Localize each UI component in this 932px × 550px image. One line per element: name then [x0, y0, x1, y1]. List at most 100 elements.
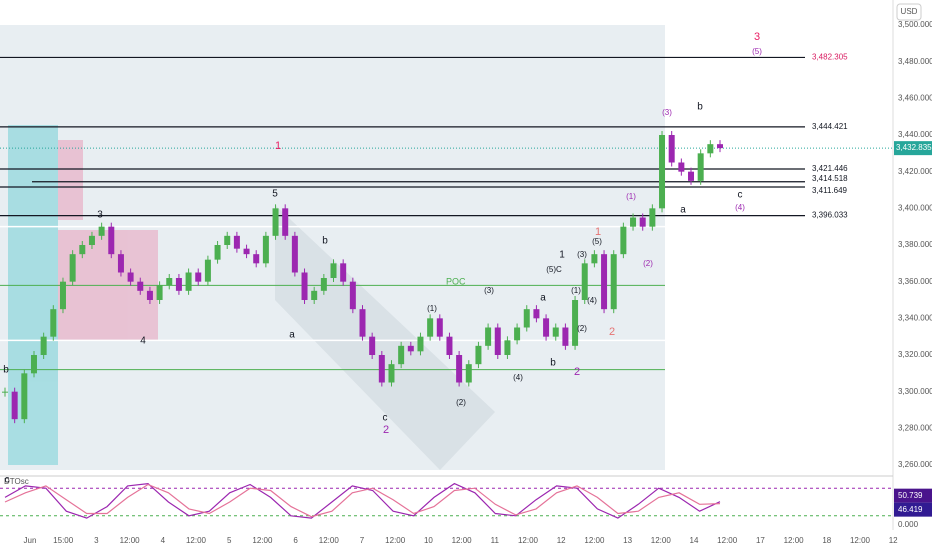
x-tick-label: 18 — [822, 536, 831, 545]
wave-label: (4) — [735, 203, 745, 212]
candle — [630, 217, 637, 227]
profile-bar — [58, 140, 83, 220]
wave-label: 5 — [272, 189, 278, 200]
x-tick-label: 12:00 — [385, 536, 406, 545]
candle — [291, 235, 298, 273]
candle — [30, 355, 37, 374]
x-tick-label: 12:00 — [319, 536, 340, 545]
wave-label: (1) — [427, 304, 437, 313]
currency-box[interactable] — [896, 3, 922, 21]
candle — [195, 272, 202, 282]
x-tick-label: 12:00 — [717, 536, 738, 545]
wave-label: 3 — [754, 31, 760, 43]
wave-label: (4) — [513, 373, 523, 382]
candle — [2, 391, 8, 393]
candle — [98, 226, 105, 236]
candle — [668, 135, 675, 163]
wave-label: 2 — [609, 326, 615, 338]
wave-label: (2) — [456, 398, 466, 407]
level-label: 3,411.649 — [812, 186, 848, 195]
candle — [79, 245, 86, 255]
level-label: 3,421.446 — [812, 164, 848, 173]
candle — [166, 278, 173, 286]
candle — [398, 345, 405, 365]
wave-label: (4) — [587, 296, 597, 305]
x-tick-label: 12:00 — [651, 536, 672, 545]
wave-label: 2 — [574, 366, 580, 378]
candle — [243, 248, 250, 255]
x-tick-label: 10 — [424, 536, 433, 545]
x-tick-label: 12 — [557, 536, 566, 545]
candle — [610, 254, 617, 310]
candle — [40, 336, 47, 355]
candle — [388, 364, 395, 383]
last-price-label: 3,432.835 — [896, 143, 932, 152]
candle — [494, 327, 501, 355]
x-tick-label: 12:00 — [850, 536, 871, 545]
level-label: 3,414.518 — [812, 174, 848, 183]
candle — [378, 355, 385, 383]
x-tick-label: 6 — [293, 536, 298, 545]
channel — [275, 205, 495, 470]
candle — [146, 290, 153, 300]
wave-label: (2) — [577, 324, 587, 333]
wave-label: (3) — [577, 250, 587, 259]
candle — [233, 235, 240, 249]
candle — [427, 318, 434, 337]
x-tick-label: 12:00 — [584, 536, 605, 545]
candle — [137, 281, 144, 291]
x-tick-label: 13 — [623, 536, 632, 545]
candle — [214, 245, 221, 260]
wave-label: (5) — [752, 47, 762, 56]
level-label: 3,396.033 — [812, 211, 848, 220]
candle — [88, 235, 95, 245]
candle — [349, 281, 356, 310]
wave-label: (3) — [662, 108, 672, 117]
wave-label: (1) — [571, 286, 581, 295]
osc-tick-label: 0.000 — [898, 520, 919, 529]
last-price-box — [894, 141, 932, 156]
wave-label: c — [5, 475, 10, 486]
candle — [601, 254, 608, 310]
y-tick-label: 3,400.000 — [898, 203, 932, 212]
candle — [581, 263, 588, 300]
candle — [262, 235, 269, 264]
candle — [156, 285, 163, 300]
level-label: 3,444.421 — [812, 122, 848, 131]
level-label: 3,482.305 — [812, 53, 848, 62]
candle — [185, 272, 192, 291]
x-tick-label: 3 — [94, 536, 99, 545]
candle — [311, 290, 318, 300]
x-tick-label: 12:00 — [518, 536, 539, 545]
wave-label: (1) — [626, 192, 636, 201]
y-tick-label: 3,480.000 — [898, 57, 932, 66]
candle — [475, 345, 482, 365]
x-tick-label: 15:00 — [53, 536, 74, 545]
candle — [359, 309, 366, 337]
y-tick-label: 3,260.000 — [898, 460, 932, 469]
poc-label: POC — [446, 276, 466, 286]
osc-value-box — [894, 502, 932, 517]
volume-profile — [8, 125, 158, 465]
candle — [543, 318, 550, 337]
candle — [436, 318, 443, 337]
wave-label: 4 — [140, 336, 146, 347]
x-tick-label: 12:00 — [186, 536, 207, 545]
x-tick-label: 7 — [360, 536, 365, 545]
y-tick-label: 3,440.000 — [898, 130, 932, 139]
wave-label: b — [322, 236, 328, 247]
y-tick-label: 3,460.000 — [898, 93, 932, 102]
x-tick-label: 12 — [889, 536, 898, 545]
osc-name: DTOsc — [4, 477, 29, 486]
osc-line — [4, 482, 721, 519]
candle — [620, 226, 627, 255]
wave-label: 1 — [275, 140, 281, 152]
candle — [649, 208, 656, 227]
candle — [552, 327, 559, 337]
x-tick-label: 12:00 — [784, 536, 805, 545]
candle — [330, 263, 337, 278]
x-tick-label: 5 — [227, 536, 232, 545]
candle — [562, 327, 569, 346]
wave-label: 2 — [383, 424, 389, 436]
